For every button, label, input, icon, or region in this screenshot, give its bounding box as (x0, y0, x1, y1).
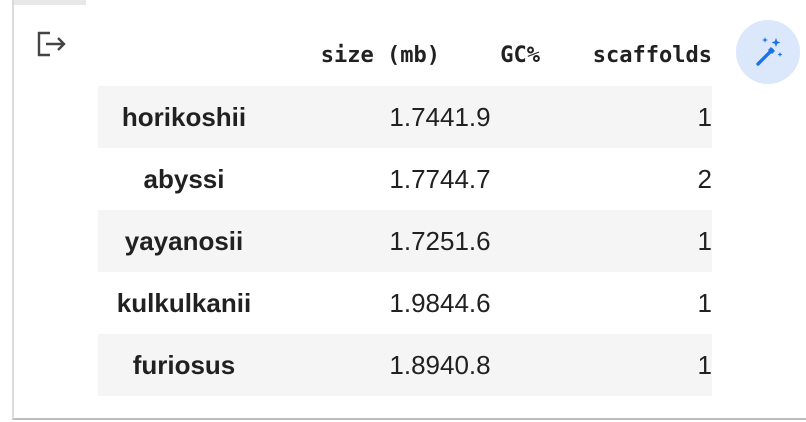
cell-output: size (mb) GC% scaffolds horikoshii 1.74 … (12, 0, 806, 420)
table-row: abyssi 1.77 44.7 2 (98, 148, 712, 210)
cell-scaffolds: 1 (697, 349, 712, 380)
cell-size: 1.72 (389, 225, 440, 256)
column-header-size: size (mb) (320, 42, 440, 68)
cell-gc: 44.7 (440, 163, 491, 194)
dataframe-table: size (mb) GC% scaffolds horikoshii 1.74 … (98, 24, 712, 396)
row-label: kulkulkanii (116, 287, 252, 318)
cell-scaffolds: 1 (697, 225, 712, 256)
cell-gc: 44.6 (440, 287, 491, 318)
row-label: horikoshii (121, 101, 247, 132)
cell-scaffolds: 1 (697, 101, 712, 132)
cell-gc: 51.6 (440, 225, 491, 256)
cell-scaffolds: 2 (697, 163, 712, 194)
row-label: abyssi (143, 163, 225, 194)
table-row: yayanosii 1.72 51.6 1 (98, 210, 712, 272)
magic-wand-icon (756, 37, 783, 66)
row-label: yayanosii (124, 225, 244, 256)
output-redirect-icon[interactable] (36, 30, 68, 58)
table-row: kulkulkanii 1.98 44.6 1 (98, 272, 712, 334)
magic-suggest-button[interactable] (736, 20, 800, 84)
cell-gc: 40.8 (440, 349, 491, 380)
column-header-scaffolds: scaffolds (592, 42, 712, 68)
cell-size: 1.98 (389, 287, 440, 318)
table-header-row: size (mb) GC% scaffolds (98, 24, 712, 86)
row-label: furiosus (132, 349, 236, 380)
cell-gc: 41.9 (440, 101, 491, 132)
cell-size: 1.89 (389, 349, 440, 380)
cell-size: 1.74 (389, 101, 440, 132)
table-row: horikoshii 1.74 41.9 1 (98, 86, 712, 148)
cell-size: 1.77 (389, 163, 440, 194)
column-header-gc: GC% (500, 42, 540, 68)
cell-top-strip (14, 0, 86, 5)
cell-scaffolds: 1 (697, 287, 712, 318)
table-row: furiosus 1.89 40.8 1 (98, 334, 712, 396)
column-header-index (98, 24, 270, 86)
